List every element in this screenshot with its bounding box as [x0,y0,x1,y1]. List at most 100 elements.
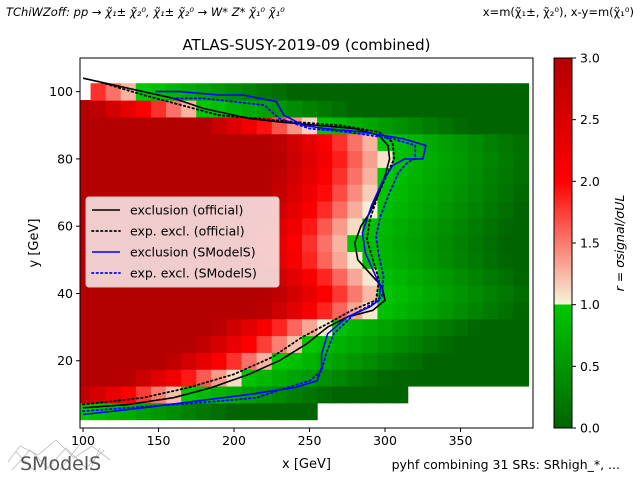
heatmap-cell [181,285,197,303]
heatmap-cell [332,167,348,185]
heatmap-cell [392,251,409,269]
heatmap-cell [468,184,484,202]
heatmap-cell [211,352,228,370]
heatmap-cell [422,116,439,135]
heatmap-cell [271,402,288,421]
heatmap-cell [317,234,333,253]
heatmap-cell [452,268,469,286]
heatmap-cell [166,150,182,168]
heatmap-cell [422,251,439,269]
heatmap-cell [452,83,469,101]
heatmap-cell [483,369,499,387]
heatmap-cell [498,268,514,286]
heatmap-cell [211,285,228,303]
heatmap-cell [80,133,92,152]
heatmap-cell [392,268,409,286]
heatmap-cell [226,402,243,421]
heatmap-cell [483,167,499,185]
heatmap-cell [392,83,409,101]
heatmap-cell [362,133,379,152]
heatmap-cell [437,100,454,118]
heatmap-cell [301,217,318,236]
heatmap-cell [150,100,167,118]
heatmap-cell [105,100,122,118]
heatmap-cell [407,83,424,101]
heatmap-cell [468,335,484,353]
heatmap-cell [90,301,107,320]
heatmap-cell [468,116,484,135]
heatmap-cell [105,116,122,135]
heatmap-cell [80,301,92,320]
heatmap-cell [286,385,303,404]
heatmap-cell [362,150,379,168]
heatmap-cell [347,167,363,185]
heatmap-cell [120,116,137,135]
heatmap-cell [256,83,273,101]
heatmap-cell [392,200,409,219]
heatmap-cell [256,133,273,152]
heatmap-cell [422,167,439,185]
heatmap-cell [150,133,167,152]
colorbar-tick-label: 1.5 [580,236,600,251]
heatmap-cell [90,150,107,168]
heatmap-cell [483,318,499,337]
heatmap-cell [498,200,514,219]
heatmap-cell [196,318,212,337]
heatmap-cell [181,133,197,152]
contour-official-obs [82,77,391,409]
heatmap-cell [347,184,363,202]
heatmap-cell [392,167,409,185]
heatmap-cell [301,352,318,370]
x-tick-label: 350 [449,433,473,448]
heatmap-cell [392,335,409,353]
heatmap-cell [513,251,530,269]
heatmap-cell [150,318,167,337]
heatmap-cell [196,83,212,101]
heatmap-cell [392,184,409,202]
heatmap-cell [241,335,258,353]
heatmap-cell [332,100,348,118]
heatmap-cell [513,369,530,387]
heatmap-cell [452,184,469,202]
heatmap-cell [437,318,454,337]
heatmap-cell [80,285,92,303]
heatmap-cell [226,301,243,320]
heatmap-cell [166,133,182,152]
heatmap-cell [437,335,454,353]
heatmap-cell [241,369,258,387]
heatmap-cell [437,150,454,168]
heatmap-cell [483,217,499,236]
colorbar-tick-label: 0.0 [580,421,600,436]
heatmap-cell [301,167,318,185]
heatmap-cell [468,200,484,219]
heatmap-cell [166,385,182,404]
heatmap-cell [150,150,167,168]
heatmap-cell [105,285,122,303]
heatmap-cell [392,234,409,253]
heatmap-cell [468,100,484,118]
heatmap-cell [317,184,333,202]
heatmap-cell [422,301,439,320]
heatmap-cell [256,369,273,387]
heatmap-cell [347,352,363,370]
heatmap-cell [181,385,197,404]
heatmap-cell [452,234,469,253]
heatmap-cell [256,100,273,118]
heatmap-cell [407,100,424,118]
heatmap-cell [90,133,107,152]
heatmap-cell [135,385,152,404]
heatmap-cell [437,369,454,387]
heatmap-cell [256,167,273,185]
x-tick-label: 150 [147,433,171,448]
heatmap-cell [332,150,348,168]
heatmap-cell [347,318,363,337]
heatmap-cell [483,352,499,370]
heatmap-cell [135,133,152,152]
heatmap-cell [166,335,182,353]
heatmap-cell [226,385,243,404]
heatmap-cell [437,133,454,152]
heatmap-cell [437,268,454,286]
heatmap-cell [166,352,182,370]
y-axis-label: y [GeV] [27,219,42,268]
footer-note: pyhf combining 31 SRs: SRhigh_*, ... [392,457,620,472]
